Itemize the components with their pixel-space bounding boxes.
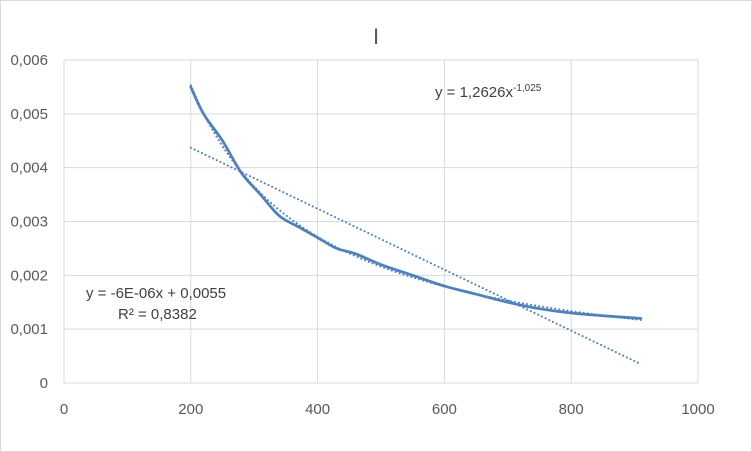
x-tick-labels: 0 200 400 600 800 1000 [60,401,715,418]
y-tick-label: 0,003 [10,214,48,231]
y-tick-label: 0 [40,375,48,392]
linear-trendline [189,146,642,366]
axis-lines [63,60,698,384]
data-series-line [189,85,643,320]
x-tick-label: 200 [178,401,203,418]
chart-title: I [373,24,379,49]
power-trendline [189,84,642,321]
y-tick-label: 0,005 [10,106,48,123]
y-tick-label: 0,002 [10,267,48,284]
x-tick-label: 400 [305,401,330,418]
power-equation-prefix: y = 1,2626x [435,84,513,101]
y-tick-label: 0,001 [10,321,48,338]
grid-lines [64,59,699,383]
x-tick-label: 1000 [681,401,714,418]
x-tick-label: 600 [432,401,457,418]
y-tick-label: 0,006 [10,52,48,69]
linear-trendline-r-squared: R² = 0,8382 [118,306,197,323]
y-tick-labels: 0 0,001 0,002 0,003 0,004 0,005 0,006 [10,52,48,392]
linear-trendline-equation: y = -6E-06x + 0,0055 [86,285,226,302]
y-tick-label: 0,004 [10,160,48,177]
power-equation-exponent: -1,025 [513,83,542,94]
x-tick-label: 0 [60,401,68,418]
series-layer [189,84,643,366]
x-tick-label: 800 [559,401,584,418]
power-trendline-equation: y = 1,2626x-1,025 [435,83,542,101]
